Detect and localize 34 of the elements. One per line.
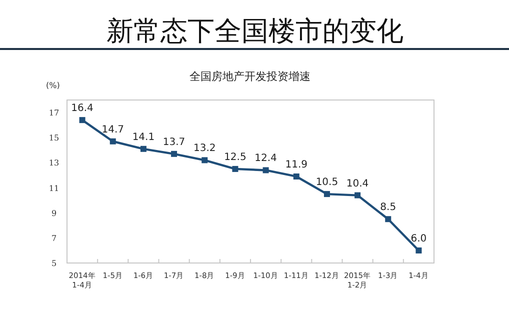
point [385, 216, 392, 222]
point [262, 167, 269, 174]
y-tick-label: 11 [48, 184, 60, 193]
data-label: 12.4 [254, 153, 277, 164]
point [171, 150, 178, 157]
point [79, 117, 86, 124]
data-label: 13.7 [162, 136, 186, 148]
data-label: 16.4 [71, 103, 94, 114]
data-label: 11.9 [285, 159, 308, 170]
y-tick-label: 15 [48, 134, 60, 143]
data-label: 10.5 [316, 177, 338, 188]
data-label: 14.7 [102, 124, 124, 136]
y-tick-label: 5 [51, 259, 57, 268]
point [416, 247, 422, 254]
data-label: 8.5 [380, 202, 396, 214]
y-tick-label: 7 [51, 234, 57, 243]
chart-subtitle: 全国房地产开发投资增速 [190, 70, 310, 83]
point [324, 191, 330, 198]
point [140, 146, 146, 152]
y-tick-label: 9 [51, 208, 57, 218]
data-label: 13.2 [193, 143, 216, 154]
data-label: 10.4 [346, 178, 369, 190]
point [232, 166, 238, 172]
y-tick-label: 17 [48, 108, 60, 118]
y-tick-label: 13 [48, 158, 60, 168]
chart-title: 新常态下全国楼市的变化 [106, 16, 404, 47]
data-label: 12.5 [224, 152, 246, 163]
point [202, 157, 208, 164]
data-label: 14.1 [132, 132, 155, 143]
point [354, 192, 361, 198]
y-axis-title: (%) [46, 81, 60, 90]
point [110, 138, 116, 144]
data-label: 6.0 [410, 233, 427, 244]
point [293, 173, 300, 180]
